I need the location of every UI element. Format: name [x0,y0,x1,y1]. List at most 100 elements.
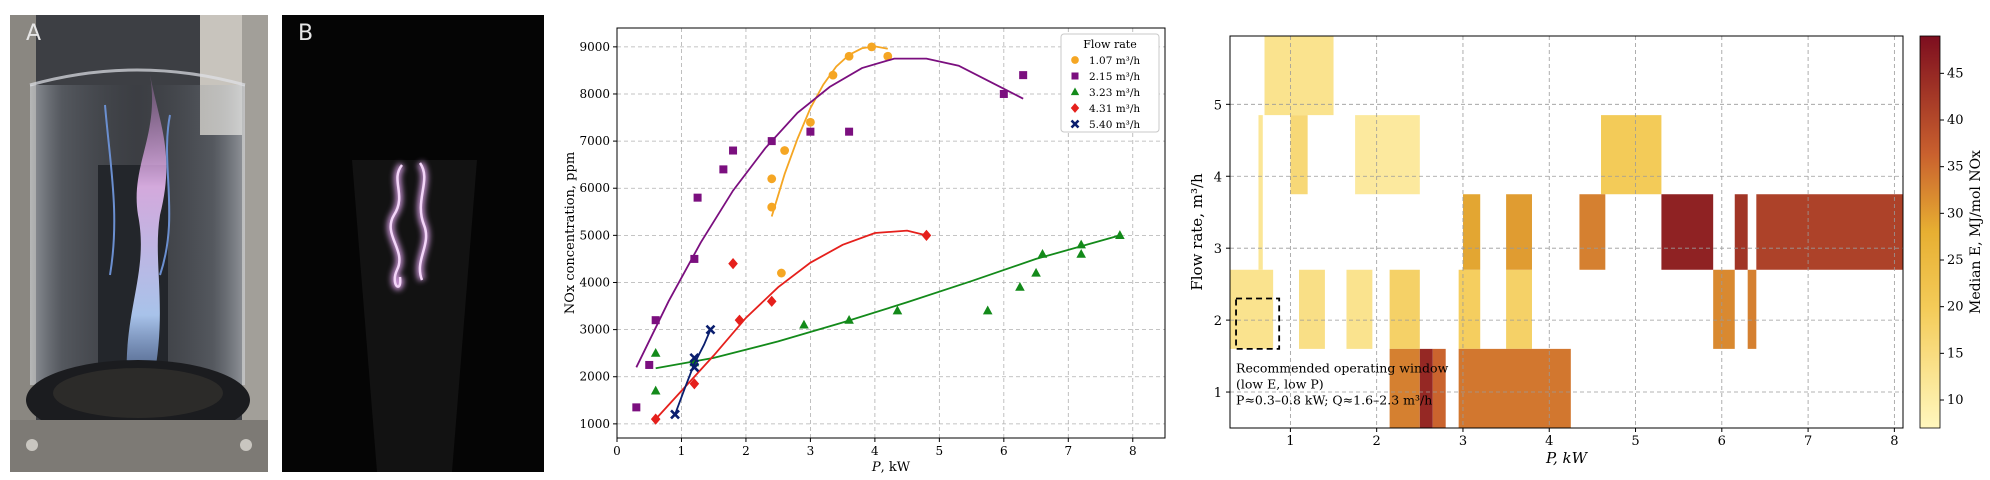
heatmap-cell [1506,194,1532,270]
plot-frame [616,27,1166,439]
data-point [1070,87,1080,96]
y-axis-label: Flow rate, m³/h [1188,173,1206,291]
heatmap-cell [1579,194,1606,270]
data-point [867,42,877,52]
data-point [734,314,745,326]
x-tick-label: 8 [1129,444,1137,458]
y-tick-label: 1000 [579,417,610,431]
y-tick-label: 5000 [579,228,610,242]
legend-entry: 5.40 m³/h [1089,119,1140,131]
data-point [1070,103,1080,113]
data-point [999,89,1008,98]
colorbar-tick-label: 30 [1947,206,1964,221]
heatmap-cell [1462,194,1481,270]
data-point [1070,119,1080,129]
data-point [1031,267,1041,277]
data-point [670,409,680,420]
data-point [780,146,790,155]
data-point [1115,230,1125,239]
heatmap-cell [1506,269,1532,349]
colorbar-tick-label: 20 [1947,300,1964,315]
y-tick-label: 3000 [579,323,610,337]
y-tick-label: 8000 [579,87,610,101]
x-tick-label: 7 [1804,434,1812,449]
data-point [650,385,661,395]
data-point [982,305,993,315]
colorbar-tick-label: 15 [1947,346,1964,361]
photo-plasma-discharge: B [282,15,544,472]
data-point [883,51,893,61]
photo-b-drawing [282,15,544,472]
photo-a-drawing [10,15,268,472]
heatmap-cell [1756,194,1903,270]
photo-plasma-reactor: A [10,15,268,472]
heatmap-cell [1258,115,1263,270]
data-point [767,137,776,146]
heatmap-cell [1432,348,1446,428]
x-tick-label: 5 [936,444,944,458]
legend: Flow rate 1.07 m³/h 2.15 m³/h 3.23 m³/h 4.31… [1060,33,1160,133]
photo-b-label: B [298,21,314,46]
photo-a-label: A [26,21,42,46]
heatmap-cell [1458,269,1481,349]
y-tick-label: 3 [1214,242,1222,257]
legend-title: Flow rate [1083,38,1136,51]
data-point [806,127,815,136]
data-point [689,378,700,390]
heatmap-cell [1601,115,1662,195]
colorbar [1919,35,1941,429]
y-tick-label: 1 [1214,386,1222,401]
x-tick-label: 5 [1631,434,1639,449]
data-point-stroke [1070,119,1080,129]
heatmap-cell [1299,269,1325,349]
x-tick-label: 1 [678,444,686,458]
heatmap-cell [1734,194,1748,270]
heatmap-cell [1389,348,1420,428]
series [670,324,716,420]
data-point [728,258,738,270]
x-tick-label: 1 [1286,434,1294,449]
legend-entry: 2.15 m³/h [1089,71,1140,83]
y-tick-label: 6000 [579,181,610,195]
data-point [651,316,660,325]
data-point-stroke [705,324,716,335]
data-point [1015,281,1025,291]
series [650,229,932,425]
data-point [1019,71,1028,80]
y-tick-label: 4000 [579,275,610,289]
series-fit-line [674,329,712,415]
data-point [1071,72,1079,80]
plot-frame [1229,35,1904,429]
legend-entry: 1.07 m³/h [1089,55,1140,67]
colorbar-label: Median E, MJ/mol NOx [1968,150,1984,314]
series [650,230,1125,395]
x-tick-label: 8 [1890,434,1898,449]
data-point [845,127,854,136]
x-tick-label: 7 [1064,444,1072,458]
heatmap-cell [1355,115,1420,195]
data-point [729,146,738,155]
colorbar-tick-label: 10 [1947,393,1964,408]
data-point [705,324,716,335]
data-point [689,352,700,363]
series [767,42,893,278]
data-point-stroke [689,352,700,363]
legend-entry: 3.23 m³/h [1089,87,1140,99]
heatmap-cell [1230,269,1274,349]
heatmap-cell [1747,269,1757,349]
data-point [921,229,932,241]
data-point [1076,239,1086,249]
data-point [689,362,700,373]
series-fit-line [635,57,1024,368]
series-fit-line [770,45,888,217]
data-point [1071,56,1079,64]
heatmap-cell [1661,194,1714,270]
x-tick-label: 3 [1459,434,1467,449]
data-point [799,319,809,329]
heatmap-cell [1346,269,1373,349]
data-point [650,347,661,357]
legend-entry: 4.31 m³/h [1089,103,1140,115]
x-tick-label: 6 [1000,444,1008,458]
data-point [777,268,786,278]
